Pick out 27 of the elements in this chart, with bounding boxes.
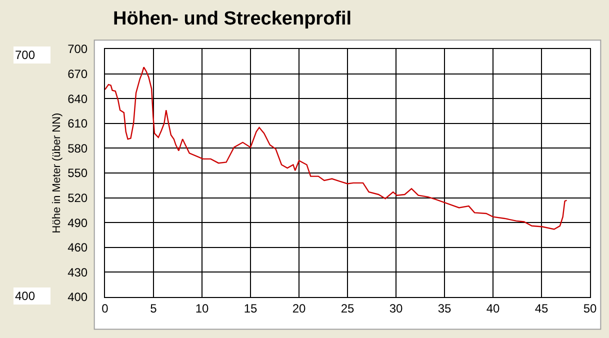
x-tick-label: 35	[438, 301, 452, 316]
y-tick-label: 640	[68, 92, 88, 106]
y-tick-label: 430	[68, 265, 88, 280]
x-tick-label: 0	[102, 301, 109, 316]
y-axis-title: Höhe in Meter (über NN)	[51, 112, 64, 234]
line-series	[105, 66, 568, 230]
x-tick-label: 10	[195, 301, 209, 316]
y-tick-label: 460	[68, 240, 88, 255]
y-tick-label: 550	[68, 166, 88, 180]
x-tick-label: 40	[486, 301, 500, 316]
x-tick-label: 20	[292, 301, 306, 316]
x-tick-label: 30	[389, 301, 403, 316]
x-tick-label: 45	[534, 301, 548, 316]
x-tick-label: 25	[340, 301, 354, 316]
y-tick-label: 610	[68, 116, 88, 131]
x-tick-label: 50	[583, 301, 597, 316]
y-tick-label: 700	[68, 42, 88, 56]
chart-title: Höhen- und Streckenprofil	[113, 8, 352, 30]
y-tick-label: 490	[68, 216, 88, 230]
y-tick-label: 400	[68, 290, 88, 304]
y-tick-label: 670	[68, 67, 88, 81]
x-tick-label: 5	[150, 301, 158, 316]
text: 700	[15, 48, 36, 62]
text: 400	[15, 289, 36, 303]
y-tick-label: 580	[68, 141, 88, 156]
x-tick-label: 15	[244, 301, 258, 316]
y-tick-label: 520	[68, 191, 88, 205]
